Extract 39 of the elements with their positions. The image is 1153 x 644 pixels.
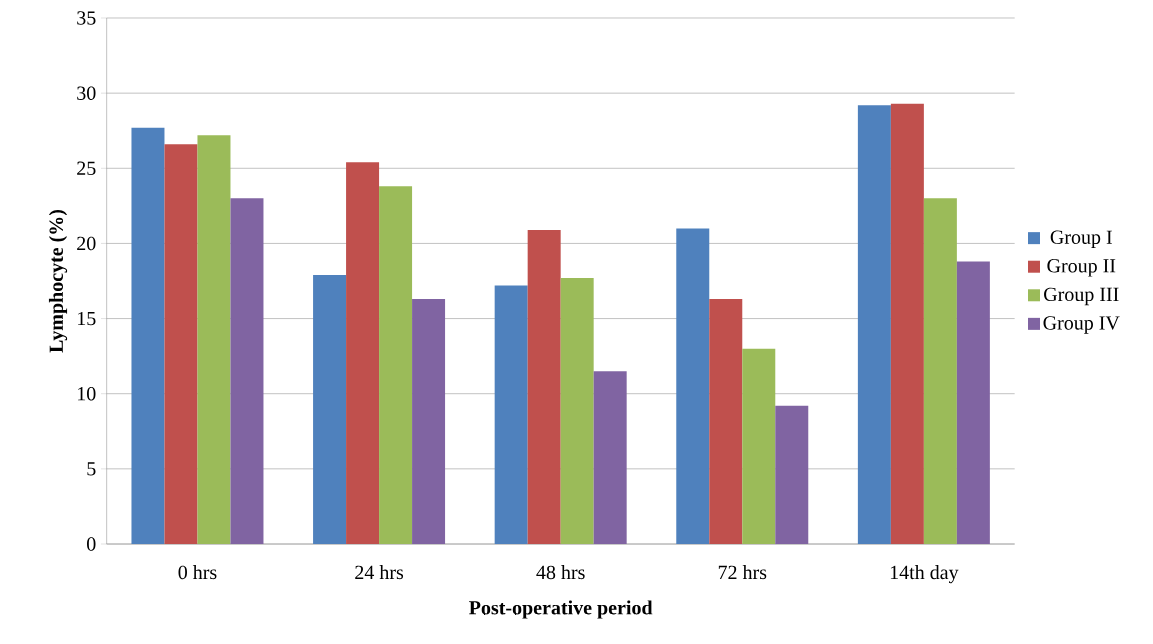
y-tick-label: 5 xyxy=(87,462,96,476)
x-tick-label: 48 hrs xyxy=(536,565,585,580)
x-tick-label: 14th day xyxy=(890,565,959,584)
legend-label: Group III xyxy=(1044,287,1119,306)
bar xyxy=(857,105,891,544)
legend-label: Group IV xyxy=(1043,316,1120,334)
y-tick-label: 0 xyxy=(87,537,96,551)
x-tick-label: 72 hrs xyxy=(718,565,767,580)
y-tick-label: 30 xyxy=(77,86,96,100)
y-tick-label: 20 xyxy=(77,236,96,251)
y-tick-label: 10 xyxy=(78,386,96,401)
x-tick-label: 0 hrs xyxy=(178,565,217,580)
bar xyxy=(346,162,380,544)
legend-label: Group I xyxy=(1050,230,1112,249)
y-axis-title: Lymphocyte (%) xyxy=(48,209,68,353)
y-tick-label: 15 xyxy=(78,311,96,326)
bar xyxy=(164,144,198,544)
bar xyxy=(494,285,528,544)
bar xyxy=(890,103,924,544)
bar xyxy=(379,186,413,544)
bar xyxy=(956,261,990,544)
x-tick-label: 24 hrs xyxy=(355,565,404,580)
bar xyxy=(230,198,264,544)
y-tick-label: 35 xyxy=(77,11,96,25)
bar xyxy=(775,405,809,544)
bar xyxy=(560,277,594,544)
bar xyxy=(527,229,561,544)
legend-label: Group II xyxy=(1047,259,1116,277)
bar xyxy=(676,228,710,544)
x-axis-title: Post-operative period xyxy=(469,600,653,619)
bar xyxy=(197,135,231,544)
bar xyxy=(923,198,957,544)
bar xyxy=(131,127,165,544)
bar xyxy=(742,348,776,544)
bar xyxy=(709,299,743,544)
bar xyxy=(412,299,446,544)
bar xyxy=(313,274,347,544)
bar xyxy=(593,371,627,544)
y-tick-label: 25 xyxy=(77,161,96,175)
